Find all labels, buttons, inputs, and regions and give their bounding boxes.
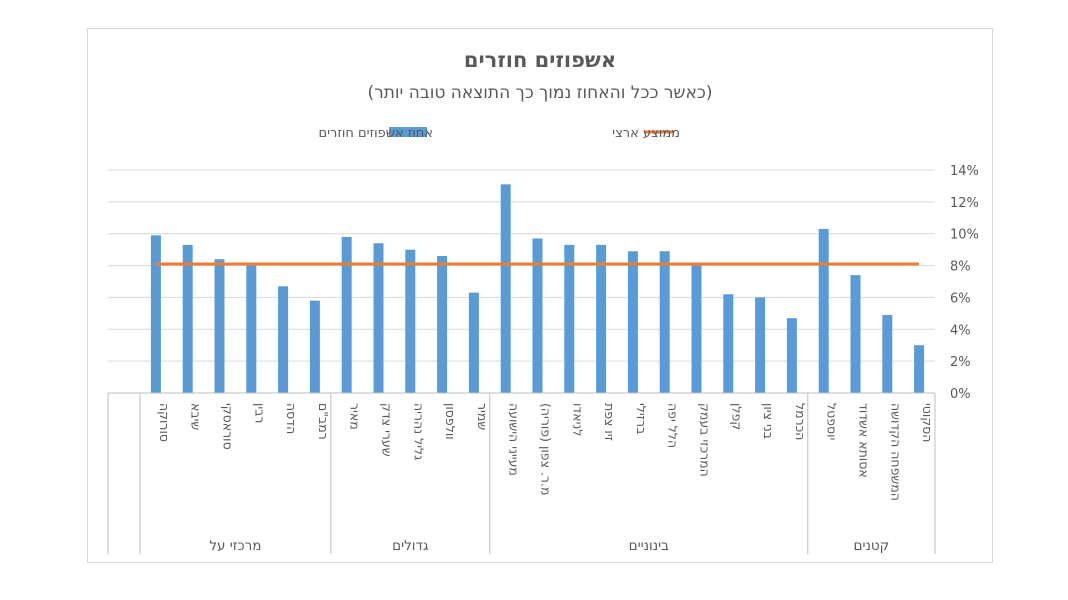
- bar: [246, 265, 257, 393]
- category-label: רבין: [252, 403, 267, 423]
- category-label: ברזילי: [634, 403, 649, 434]
- bar: [627, 251, 638, 393]
- bar: [341, 236, 352, 393]
- bar: [818, 228, 829, 393]
- category-label: יוספטל: [825, 403, 840, 440]
- category-label: בני ציון: [761, 403, 776, 439]
- bar: [500, 184, 511, 393]
- bar: [882, 314, 893, 393]
- y-tick-label: 14%: [950, 164, 979, 179]
- category-label: הדסה: [284, 403, 299, 434]
- bar: [786, 318, 797, 393]
- category-axis: סורוקה שיבא סוראסקי רבין הדסה רמב"ם מאיר שערי צ…: [107, 392, 936, 554]
- bar: [755, 297, 766, 393]
- y-tick-label: 10%: [950, 228, 979, 243]
- group-label: קטנים: [854, 538, 890, 554]
- category-label: וולפסון: [443, 403, 458, 440]
- category-label: שערי צדק: [380, 403, 395, 457]
- bar: [309, 300, 320, 393]
- bar: [405, 249, 416, 393]
- bar: [532, 238, 543, 393]
- legend-average-label: ממוצע ארצי: [612, 126, 680, 141]
- chart-title: אשפוזים חוזרים: [464, 48, 616, 72]
- y-tick-label: 8%: [950, 260, 971, 275]
- bars: [150, 184, 925, 393]
- y-tick-label: 2%: [950, 355, 971, 370]
- bar: [150, 235, 161, 393]
- chart-frame: אשפוזים חוזרים (כאשר ככל והאחוז נמוך כך …: [87, 28, 993, 563]
- bar: [214, 259, 225, 393]
- category-label: רמב"ם: [316, 403, 331, 440]
- category-label: אסותא אשדוד: [857, 403, 872, 478]
- bar: [373, 243, 384, 393]
- category-label: שמיר: [475, 403, 490, 430]
- legend: ממוצע ארצי אחוז אשפוזים חוזרים: [319, 126, 681, 141]
- legend-bar-swatch: [389, 127, 427, 137]
- bar: [850, 275, 861, 393]
- chart-subtitle: (כאשר ככל והאחוז נמוך כך התוצאה טובה יות…: [368, 83, 713, 103]
- bar: [659, 251, 670, 393]
- y-tick-label: 6%: [950, 291, 971, 306]
- bar: [564, 244, 575, 393]
- bar: [596, 244, 607, 393]
- category-label: הסקוטי: [920, 403, 935, 442]
- category-label: שיבא: [189, 403, 204, 430]
- bar: [437, 256, 448, 393]
- category-label: מ.ר. צפון (פוריה): [539, 403, 554, 495]
- bar: [914, 345, 925, 393]
- category-label: סוראסקי: [221, 403, 236, 450]
- y-tick-label: 12%: [950, 196, 979, 211]
- gridlines: [108, 169, 935, 394]
- group-label: גדולים: [392, 538, 429, 554]
- category-label: זיו צפת: [602, 403, 617, 441]
- bar: [468, 292, 479, 393]
- readmissions-chart: אשפוזים חוזרים (כאשר ככל והאחוז נמוך כך …: [107, 48, 979, 554]
- bar: [691, 265, 702, 393]
- bar: [278, 286, 289, 393]
- group-label: בינוניים: [629, 538, 670, 554]
- bar: [723, 294, 734, 393]
- category-label: סורוקה: [157, 403, 172, 442]
- category-label: גליל נהריה: [411, 403, 426, 460]
- category-label: מעייני הישועה: [507, 403, 522, 476]
- y-axis-ticks: 0% 2% 4% 6% 8% 10% 12% 14%: [950, 164, 979, 402]
- category-label: הלל יפה: [666, 403, 681, 448]
- category-label: המרכזי בעמק: [698, 403, 713, 477]
- legend-bar-label: אחוז אשפוזים חוזרים: [319, 126, 434, 141]
- y-tick-label: 0%: [950, 387, 971, 402]
- bar: [182, 244, 193, 393]
- category-label: הכרמל: [793, 403, 808, 440]
- category-label: מאיר: [348, 403, 363, 430]
- y-tick-label: 4%: [950, 323, 971, 338]
- group-label: מרכזי על: [209, 538, 261, 554]
- category-label: קפלן: [729, 403, 744, 430]
- category-label: לניאדו: [570, 403, 585, 437]
- category-label: המשפחה הקדושה: [888, 403, 903, 501]
